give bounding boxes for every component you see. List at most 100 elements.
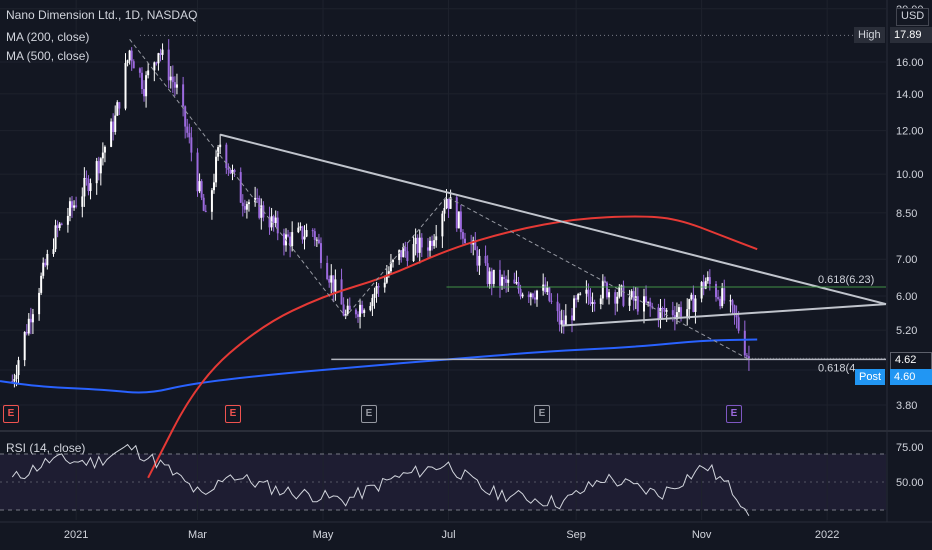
candle-body xyxy=(622,285,625,306)
candle-body xyxy=(406,251,409,262)
upper-trendline xyxy=(219,133,887,306)
candle-body xyxy=(233,169,236,173)
candle-body xyxy=(112,121,115,132)
candle-body xyxy=(73,205,76,208)
candle-body xyxy=(560,320,563,325)
candle-body xyxy=(474,240,477,251)
candle-body xyxy=(227,168,230,170)
candle-body xyxy=(173,82,176,88)
ma500-legend[interactable]: MA (500, close) xyxy=(6,49,90,63)
candle-body xyxy=(575,298,578,300)
candle-body xyxy=(680,307,683,317)
earnings-marker-4[interactable]: E xyxy=(534,405,550,423)
candle-body xyxy=(369,306,372,311)
candle-body xyxy=(671,310,674,316)
candle-body xyxy=(340,279,343,305)
candle-body xyxy=(315,239,318,241)
candle-body xyxy=(464,238,466,244)
candle-body xyxy=(426,247,429,251)
candle-body xyxy=(546,287,549,293)
candle-body xyxy=(579,293,582,295)
fib-upper-label: 0.618(6.23) xyxy=(818,274,874,286)
candle-body xyxy=(276,217,279,234)
earnings-marker-3[interactable]: E xyxy=(361,405,377,423)
candle-body xyxy=(85,177,88,179)
candle-body xyxy=(412,244,415,262)
high-label-badge: High xyxy=(854,27,885,43)
candle-body xyxy=(690,294,693,300)
fib-lower-label: 0.618(4 xyxy=(818,362,855,374)
candle-body xyxy=(23,331,26,361)
candle-body xyxy=(383,282,386,288)
candle-body xyxy=(630,291,633,298)
x-tick-label: Mar xyxy=(188,529,207,541)
candle-body xyxy=(647,301,650,303)
candle-body xyxy=(101,152,104,159)
candle-body xyxy=(429,240,432,251)
candle-body xyxy=(445,198,448,209)
earnings-marker-2[interactable]: E xyxy=(225,405,241,423)
candle-body xyxy=(665,310,668,312)
candle-body xyxy=(542,284,545,291)
y-tick-label: 5.20 xyxy=(896,325,917,337)
candle-body xyxy=(564,315,567,325)
candle-body xyxy=(83,177,86,197)
candle-body xyxy=(147,70,150,76)
candle-body xyxy=(632,291,635,301)
candle-body xyxy=(616,296,619,304)
candle-body xyxy=(103,146,106,153)
y-tick-label: 16.00 xyxy=(896,57,924,69)
candle-body xyxy=(313,231,316,240)
candle-body xyxy=(311,230,314,232)
candle-body xyxy=(56,225,59,228)
candle-body xyxy=(38,292,41,315)
candle-body xyxy=(87,178,90,192)
candle-body xyxy=(375,286,378,294)
candle-body xyxy=(702,282,705,289)
candle-body xyxy=(649,301,652,307)
candle-body xyxy=(614,292,617,304)
ma500-line xyxy=(0,338,758,394)
candle-body xyxy=(414,237,417,245)
candle-body xyxy=(704,280,707,289)
candle-body xyxy=(719,298,722,307)
candle-body xyxy=(247,202,250,205)
currency-label[interactable]: USD xyxy=(896,8,930,26)
candle-body xyxy=(657,307,660,320)
candle-body xyxy=(507,279,510,283)
candle-body xyxy=(202,197,205,211)
candle-body xyxy=(42,262,45,276)
earnings-marker-5[interactable]: E xyxy=(726,405,742,423)
candle-body xyxy=(745,355,748,357)
candle-body xyxy=(591,302,594,304)
candle-body xyxy=(694,298,697,312)
candle-body xyxy=(219,144,222,148)
chart-title[interactable]: Nano Dimension Ltd., 1D, NASDAQ xyxy=(6,8,198,22)
candle-body xyxy=(97,161,100,174)
candle-body xyxy=(527,294,530,298)
candle-body xyxy=(488,271,491,284)
candle-body xyxy=(128,50,131,61)
candle-body xyxy=(346,305,349,314)
candle-body xyxy=(577,294,580,300)
earnings-marker-1[interactable]: E xyxy=(3,405,19,423)
candle-body xyxy=(305,230,308,237)
candle-body xyxy=(210,190,213,212)
candle-body xyxy=(155,62,158,64)
candle-body xyxy=(550,300,553,302)
lower-trendline xyxy=(561,303,887,327)
rsi-legend[interactable]: RSI (14, close) xyxy=(6,441,86,455)
candle-body xyxy=(303,236,306,240)
ma200-legend[interactable]: MA (200, close) xyxy=(6,30,90,44)
candle-body xyxy=(573,298,576,321)
candle-body xyxy=(533,297,536,300)
candle-body xyxy=(190,137,193,153)
candle-body xyxy=(490,271,493,284)
y-tick-label: 14.00 xyxy=(896,89,924,101)
candle-body xyxy=(60,223,63,225)
candle-body xyxy=(492,269,495,284)
candle-body xyxy=(513,279,516,284)
candle-body xyxy=(126,60,129,63)
